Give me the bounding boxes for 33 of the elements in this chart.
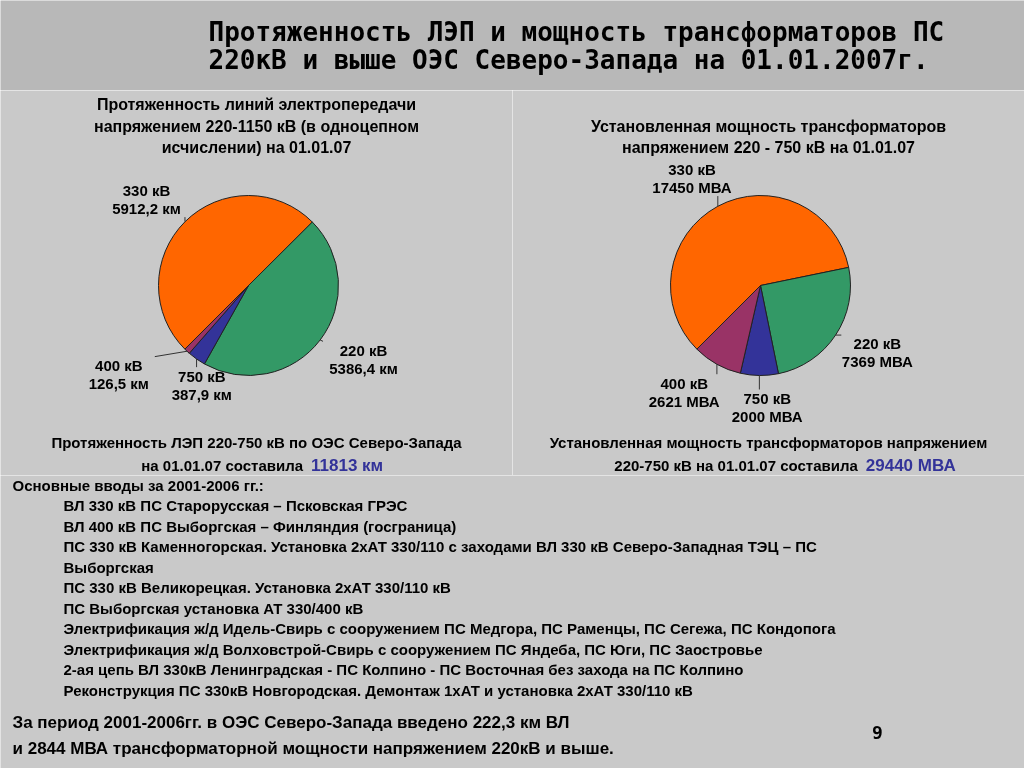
- slice-label: 220 кВ: [853, 335, 902, 353]
- data-label: 7369 МВА: [841, 353, 913, 371]
- text: Электрификация ж/д Волховстрой-Свирь с сооружением ПС Яндеба, ПС Юги, ПС Заостровье: [63, 640, 763, 658]
- text: ВЛ 400 кВ ПС Выборгская – Финляндия (госграница): [63, 517, 457, 535]
- data-label: 5912,2 км: [112, 199, 181, 217]
- text: ПС 330 кВ Великорецкая. Установка 2хАТ 330/110 кВ: [63, 579, 452, 596]
- data-label: 126,5 км: [88, 375, 149, 393]
- data-label: 387,9 км: [171, 385, 232, 403]
- chart-title: Установленная мощность трансформаторов напряжением 220 - 750 кВ на 01.01.07: [590, 117, 947, 156]
- slice-label: 220 кВ: [339, 341, 388, 359]
- text: 9: [872, 722, 883, 743]
- text: ВЛ 330 кВ ПС Старорусская – Псковская ГРЭС: [63, 497, 408, 514]
- text: ПС Выборгская установка АТ 330/400 кВ: [63, 599, 364, 617]
- text: Электрификация ж/д Идель-Свирь с сооружением ПС Медгора, ПС Раменцы, ПС Сегежа, ПС Кондопога: [63, 620, 837, 637]
- text: Протяженность ЛЭП 220-750 кВ по ОЭС Северо-Запада на 01.01.07 составила 11813 км: [51, 434, 463, 475]
- data-label: 2000 МВА: [731, 407, 803, 425]
- slice-label: 400 кВ: [95, 357, 143, 375]
- slice-label: 750 кВ: [178, 367, 226, 385]
- data-label: 2621 МВА: [648, 392, 720, 410]
- slice-label: 330 кВ: [668, 160, 716, 178]
- text: 2-ая цепь ВЛ 330кВ Ленинградская - ПС Колпино - ПС Восточная без захода на ПС Колпино: [63, 661, 744, 678]
- text: Основные вводы за 2001-2006 гг.:: [12, 477, 264, 494]
- chart-title: Протяженность линий электропередачи напряжением 220-1150 кВ (в одноцепном исчислении) на 01.01.07: [93, 96, 420, 156]
- text: Протяженность ЛЭП и мощность трансформаторов ПС 220кВ и выше ОЭС Северо-Запада на 01.01.2007г.: [208, 16, 945, 75]
- slice-label: 750 кВ: [743, 389, 792, 407]
- text: ПС 330 кВ Каменногорская. Установка 2хАТ 330/110 с заходами ВЛ 330 кВ Северо-Западная ТЭЦ – ПС Выборгская: [63, 538, 817, 576]
- slice-label: 330 кВ: [122, 181, 171, 199]
- text: За период 2001-2006гг. в ОЭС Северо-Запада введено 222,3 км ВЛ и 2844 МВА трансформаторной мощности напряжением 220кВ и выше.: [12, 713, 614, 758]
- data-label: 17450 МВА: [652, 178, 732, 196]
- slice-label: 400 кВ: [660, 374, 709, 392]
- text: Установленная мощность трансформаторов напряжением 220-750 кВ на 01.01.07 составила 29440 МВА: [549, 434, 988, 475]
- text: Реконструкция ПС 330кВ Новгородская. Демонтаж 1хАТ и установка 2хАТ 330/110 кВ: [63, 681, 694, 699]
- data-label: 5386,4 км: [329, 359, 398, 377]
